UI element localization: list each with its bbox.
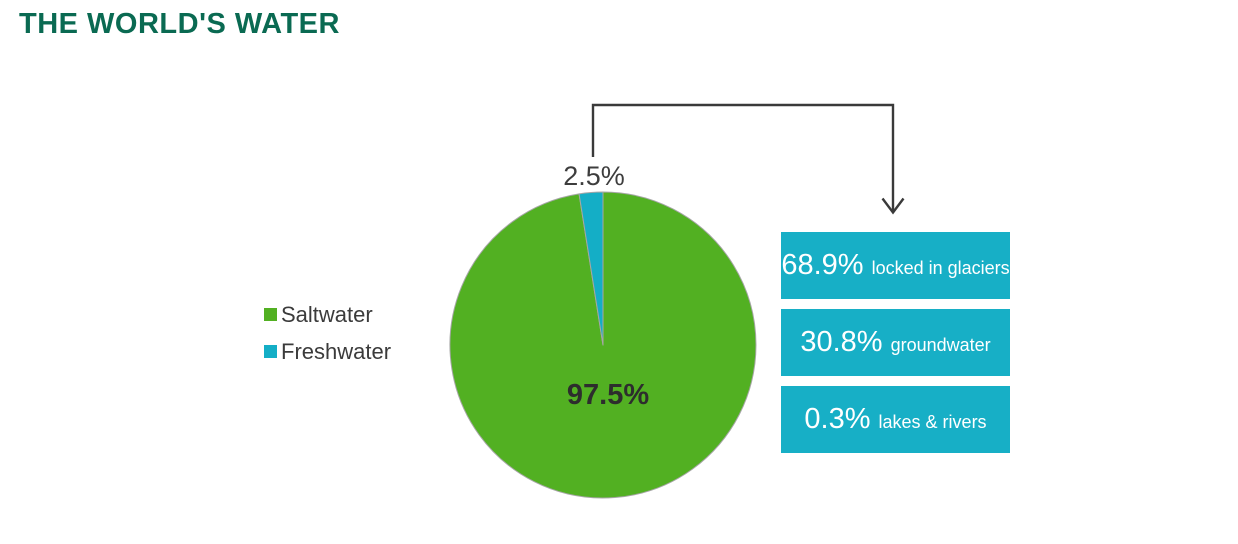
breakdown-box-lakes-rivers: 0.3% lakes & rivers: [781, 386, 1010, 453]
freshwater-swatch-icon: [264, 345, 277, 358]
groundwater-percent: 30.8%: [800, 326, 883, 358]
pie-slice-freshwater: [578, 191, 604, 346]
breakdown-box-glaciers: 68.9% locked in glaciers: [781, 232, 1010, 299]
lakes-rivers-label: lakes & rivers: [878, 412, 987, 432]
connector-line: [591, 103, 895, 211]
legend-item-saltwater: Saltwater: [264, 302, 391, 327]
breakdown-box-groundwater: 30.8% groundwater: [781, 309, 1010, 376]
groundwater-label: groundwater: [890, 335, 991, 355]
legend-label-freshwater: Freshwater: [281, 339, 392, 364]
page-title: THE WORLD'S WATER: [19, 8, 340, 40]
pie-legend: Saltwater Freshwater: [264, 302, 391, 376]
legend-item-freshwater: Freshwater: [264, 339, 391, 364]
lakes-rivers-percent: 0.3%: [804, 403, 871, 435]
glaciers-percent: 68.9%: [781, 249, 864, 281]
legend-label-saltwater: Saltwater: [281, 302, 373, 327]
connector-arrowhead-icon: [881, 197, 905, 215]
saltwater-data-label: 97.5%: [566, 379, 650, 411]
freshwater-data-label: 2.5%: [563, 161, 625, 191]
glaciers-label: locked in glaciers: [871, 258, 1010, 278]
saltwater-swatch-icon: [264, 308, 277, 321]
